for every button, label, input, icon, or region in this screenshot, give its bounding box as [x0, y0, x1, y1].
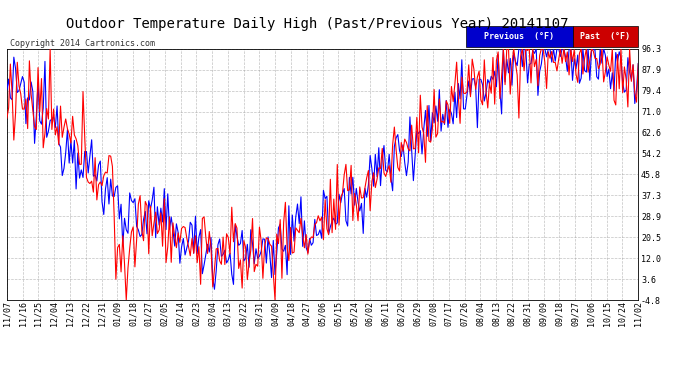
Text: Copyright 2014 Cartronics.com: Copyright 2014 Cartronics.com	[10, 39, 155, 48]
Text: Previous  (°F): Previous (°F)	[484, 32, 554, 41]
Text: Past  (°F): Past (°F)	[580, 32, 631, 41]
Text: Outdoor Temperature Daily High (Past/Previous Year) 20141107: Outdoor Temperature Daily High (Past/Pre…	[66, 17, 569, 31]
